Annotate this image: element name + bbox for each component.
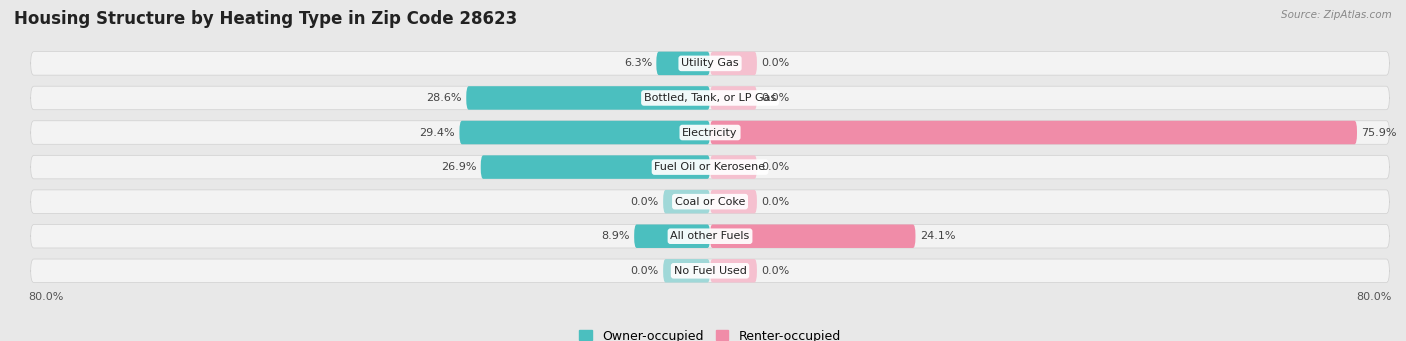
FancyBboxPatch shape bbox=[31, 121, 1389, 144]
FancyBboxPatch shape bbox=[460, 121, 710, 144]
Text: 28.6%: 28.6% bbox=[426, 93, 463, 103]
Text: Coal or Coke: Coal or Coke bbox=[675, 197, 745, 207]
FancyBboxPatch shape bbox=[710, 51, 756, 75]
Text: 0.0%: 0.0% bbox=[761, 93, 789, 103]
Text: 6.3%: 6.3% bbox=[624, 58, 652, 69]
FancyBboxPatch shape bbox=[31, 86, 1389, 110]
Text: Housing Structure by Heating Type in Zip Code 28623: Housing Structure by Heating Type in Zip… bbox=[14, 10, 517, 28]
FancyBboxPatch shape bbox=[31, 155, 1389, 179]
FancyBboxPatch shape bbox=[31, 51, 1389, 75]
Text: No Fuel Used: No Fuel Used bbox=[673, 266, 747, 276]
Text: 80.0%: 80.0% bbox=[28, 292, 63, 302]
FancyBboxPatch shape bbox=[31, 224, 1389, 248]
Text: 24.1%: 24.1% bbox=[920, 231, 955, 241]
FancyBboxPatch shape bbox=[710, 121, 1357, 144]
Text: Source: ZipAtlas.com: Source: ZipAtlas.com bbox=[1281, 10, 1392, 20]
FancyBboxPatch shape bbox=[481, 155, 710, 179]
FancyBboxPatch shape bbox=[657, 51, 710, 75]
Text: Electricity: Electricity bbox=[682, 128, 738, 137]
FancyBboxPatch shape bbox=[710, 155, 756, 179]
Text: 29.4%: 29.4% bbox=[419, 128, 456, 137]
Text: 0.0%: 0.0% bbox=[761, 162, 789, 172]
FancyBboxPatch shape bbox=[710, 86, 756, 110]
Text: Utility Gas: Utility Gas bbox=[682, 58, 738, 69]
FancyBboxPatch shape bbox=[710, 190, 756, 213]
FancyBboxPatch shape bbox=[710, 224, 915, 248]
Text: 80.0%: 80.0% bbox=[1357, 292, 1392, 302]
FancyBboxPatch shape bbox=[634, 224, 710, 248]
FancyBboxPatch shape bbox=[467, 86, 710, 110]
Legend: Owner-occupied, Renter-occupied: Owner-occupied, Renter-occupied bbox=[579, 329, 841, 341]
FancyBboxPatch shape bbox=[31, 190, 1389, 213]
Text: 0.0%: 0.0% bbox=[761, 197, 789, 207]
Text: 0.0%: 0.0% bbox=[631, 266, 659, 276]
FancyBboxPatch shape bbox=[31, 259, 1389, 283]
Text: Bottled, Tank, or LP Gas: Bottled, Tank, or LP Gas bbox=[644, 93, 776, 103]
FancyBboxPatch shape bbox=[664, 190, 710, 213]
Text: 0.0%: 0.0% bbox=[631, 197, 659, 207]
Text: Fuel Oil or Kerosene: Fuel Oil or Kerosene bbox=[654, 162, 766, 172]
FancyBboxPatch shape bbox=[710, 259, 756, 283]
Text: 0.0%: 0.0% bbox=[761, 266, 789, 276]
FancyBboxPatch shape bbox=[664, 259, 710, 283]
Text: 26.9%: 26.9% bbox=[441, 162, 477, 172]
Text: 8.9%: 8.9% bbox=[602, 231, 630, 241]
Text: 75.9%: 75.9% bbox=[1361, 128, 1396, 137]
Text: 0.0%: 0.0% bbox=[761, 58, 789, 69]
Text: All other Fuels: All other Fuels bbox=[671, 231, 749, 241]
